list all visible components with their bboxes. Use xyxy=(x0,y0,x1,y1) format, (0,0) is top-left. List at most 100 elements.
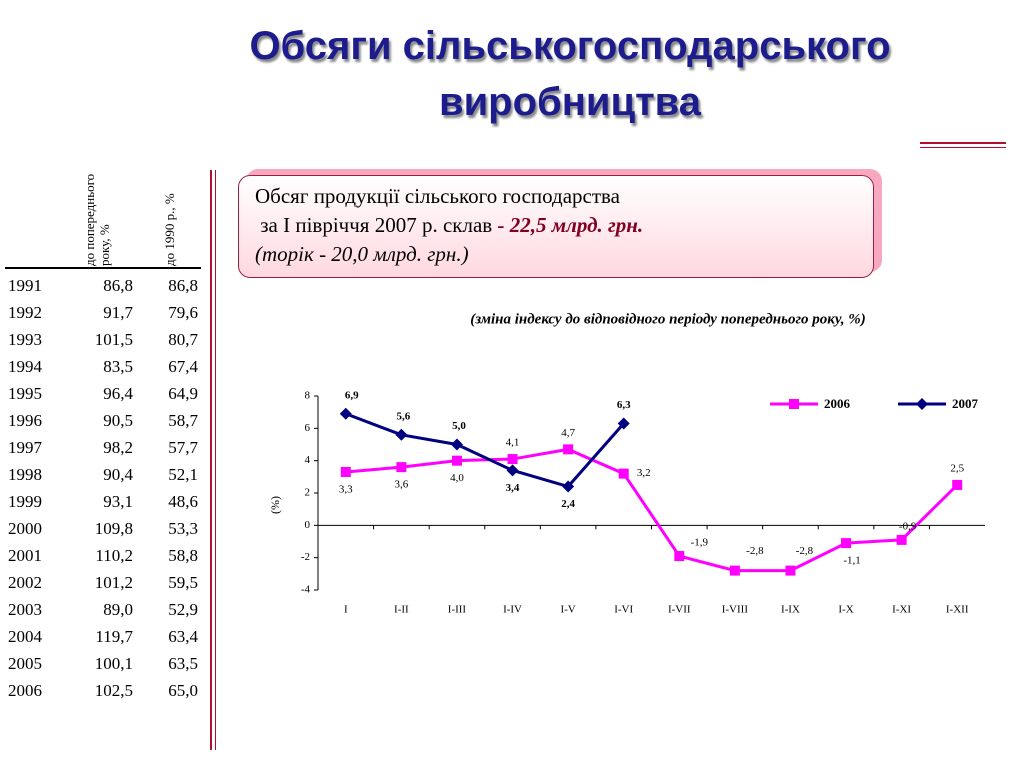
data-label: 5,0 xyxy=(452,420,466,432)
table-row: 1994 83,5 67,4 xyxy=(8,357,198,384)
rule xyxy=(215,170,216,750)
table-cell: 2006 xyxy=(8,681,42,700)
info-text: (торік - 20,0 млрд. грн.) xyxy=(255,242,469,266)
info-emphasis: - 22,5 млрд. грн. xyxy=(497,213,644,237)
y-tick-label: -4 xyxy=(301,584,311,596)
data-label: 4,1 xyxy=(506,437,520,449)
x-tick-label: I-VI xyxy=(614,604,633,616)
table-cell: 90,5 xyxy=(103,411,133,430)
table-cell: 2001 xyxy=(8,546,42,565)
x-tick-label: I-IV xyxy=(503,604,522,616)
y-axis-label: (%) xyxy=(268,496,282,514)
table-cell: 52,9 xyxy=(168,600,198,619)
marker xyxy=(841,538,852,549)
table-cell: 1994 xyxy=(8,357,42,376)
table-cell: 1998 xyxy=(8,465,42,484)
x-tick-label: I xyxy=(344,604,348,616)
table-row: 1992 91,7 79,6 xyxy=(8,303,198,330)
rule xyxy=(920,147,1006,148)
table-row: 2000 109,8 53,3 xyxy=(8,519,198,546)
table-cell: 100,1 xyxy=(94,654,133,673)
table-cell: 65,0 xyxy=(168,681,198,700)
table-cell: 89,0 xyxy=(103,600,133,619)
x-tick-label: I-XI xyxy=(892,604,911,616)
table-cell: 63,5 xyxy=(168,654,198,673)
table-cell: 48,6 xyxy=(168,492,198,511)
table-cell: 2000 xyxy=(8,519,42,538)
data-label: 2,5 xyxy=(950,462,964,474)
info-text: Обсяг продукції сільського господарства xyxy=(255,184,620,208)
data-label: 2,4 xyxy=(561,498,575,510)
marker xyxy=(563,444,574,455)
marker xyxy=(916,398,928,410)
table-row: 1998 90,4 52,1 xyxy=(8,465,198,492)
table-cell: 80,7 xyxy=(168,330,198,349)
y-tick-label: 4 xyxy=(305,454,311,466)
table-cell: 1995 xyxy=(8,384,42,403)
data-label: -1,9 xyxy=(691,537,709,549)
info-box: Обсяг продукції сільського господарства … xyxy=(238,175,874,278)
y-tick-label: 6 xyxy=(305,422,311,434)
marker xyxy=(674,551,685,562)
table-row: 1991 86,8 86,8 xyxy=(8,276,198,303)
marker xyxy=(729,565,740,576)
table-cell: 93,1 xyxy=(103,492,133,511)
table-rule xyxy=(5,267,201,269)
table-row: 1996 90,5 58,7 xyxy=(8,411,198,438)
slide-title: Обсяги сільськогосподарського виробництв… xyxy=(249,24,891,124)
marker xyxy=(450,438,463,451)
table-row: 2002 101,2 59,5 xyxy=(8,573,198,600)
table-row: 1999 93,1 48,6 xyxy=(8,492,198,519)
table-cell: 2005 xyxy=(8,654,42,673)
table-row: 1995 96,4 64,9 xyxy=(8,384,198,411)
table-cell: 1992 xyxy=(8,303,42,322)
marker xyxy=(339,407,352,420)
table-cell: 1999 xyxy=(8,492,42,511)
data-label: -2,8 xyxy=(796,545,814,557)
table-row: 2005 100,1 63,5 xyxy=(8,654,198,681)
y-tick-label: -2 xyxy=(301,551,310,563)
table-cell: 64,9 xyxy=(168,384,198,403)
table-row: 2004 119,7 63,4 xyxy=(8,627,198,654)
table-row: 2003 89,0 52,9 xyxy=(8,600,198,627)
table-row: 1997 98,2 57,7 xyxy=(8,438,198,465)
marker xyxy=(785,565,796,576)
data-label: 5,6 xyxy=(397,410,411,422)
table-cell: 2004 xyxy=(8,627,42,646)
chart-subtitle: (зміна індексу до відповідного періоду п… xyxy=(470,311,866,327)
table-cell: 91,7 xyxy=(103,303,133,322)
info-text: за І півріччя 2007 р. склав xyxy=(260,213,493,237)
table-cell: 1996 xyxy=(8,411,42,430)
marker xyxy=(896,534,907,545)
table-cell: 2003 xyxy=(8,600,42,619)
marker xyxy=(395,428,408,441)
legend-label: 2006 xyxy=(824,396,851,411)
data-label: 6,3 xyxy=(617,399,631,411)
series-line xyxy=(345,412,625,489)
marker xyxy=(451,455,462,466)
table-cell: 1993 xyxy=(8,330,42,349)
marker xyxy=(506,464,519,477)
data-label: -1,1 xyxy=(843,555,860,567)
x-tick-label: I-III xyxy=(448,604,467,616)
x-tick-label: I-II xyxy=(394,604,409,616)
y-tick-label: 8 xyxy=(305,390,311,402)
table-cell: 58,8 xyxy=(168,546,198,565)
table-cell: 59,5 xyxy=(168,573,198,592)
legend-label: 2007 xyxy=(952,396,979,411)
x-tick-label: I-IX xyxy=(781,604,800,616)
data-label: 3,4 xyxy=(506,482,520,494)
data-label: 3,6 xyxy=(395,479,409,491)
table-cell: 96,4 xyxy=(103,384,133,403)
x-tick-label: I-X xyxy=(838,604,853,616)
marker xyxy=(562,480,575,493)
table-cell: 86,8 xyxy=(103,276,133,295)
marker xyxy=(507,454,518,465)
data-label: 3,3 xyxy=(339,484,353,496)
table-cell: 101,5 xyxy=(94,330,133,349)
table-cell: 83,5 xyxy=(103,357,133,376)
x-tick-label: I-V xyxy=(560,604,575,616)
marker xyxy=(789,399,799,409)
info-text: за І півріччя 2007 р. склав - 22,5 млрд.… xyxy=(255,211,873,240)
